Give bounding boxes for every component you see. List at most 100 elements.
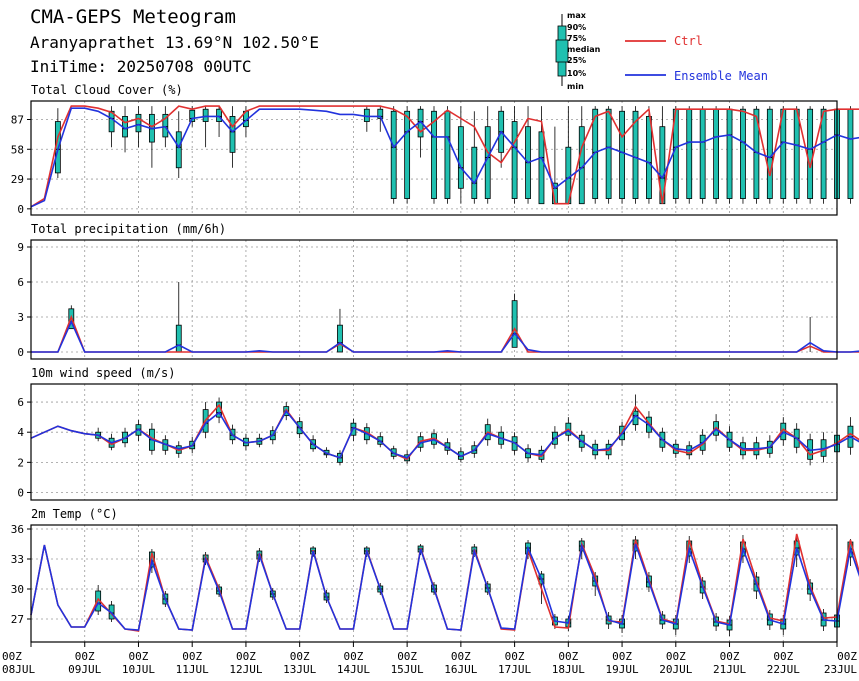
x-date-label: 08JUL <box>2 663 35 676</box>
y-tick-label: 0 <box>17 203 24 216</box>
panel-2: 10m wind speed (m/s) 0 2 4 6 <box>17 366 859 501</box>
panel-frame <box>30 239 838 360</box>
box <box>484 126 491 199</box>
y-tick-label: 36 <box>11 523 24 536</box>
y-tick-label: 9 <box>17 241 24 254</box>
x-hour-label: 00Z <box>129 650 149 663</box>
x-date-label: 12JUL <box>229 663 262 676</box>
x-date-label: 11JUL <box>176 663 209 676</box>
x-hour-label: 00Z <box>236 650 256 663</box>
legend-box-inner <box>555 39 569 63</box>
panel-title: 10m wind speed (m/s) <box>31 366 176 380</box>
box <box>740 108 746 199</box>
box <box>175 324 182 353</box>
box <box>229 116 236 153</box>
box <box>780 108 787 199</box>
panel-title: 2m Temp (°C) <box>31 507 118 521</box>
box <box>337 324 343 353</box>
panel-title: Total precipitation (mm/6h) <box>31 222 226 236</box>
y-tick-label: 4 <box>17 426 24 439</box>
series-mean-line <box>30 543 859 631</box>
box <box>202 108 209 122</box>
x-hour-label: 00Z <box>505 650 525 663</box>
x-hour-label: 00Z <box>837 650 857 663</box>
box <box>457 126 464 189</box>
y-tick-label: 0 <box>17 486 24 499</box>
box <box>431 110 437 199</box>
x-date-label: 13JUL <box>283 663 316 676</box>
series-ctrl-line <box>30 533 859 632</box>
box <box>108 110 115 133</box>
box <box>686 108 693 199</box>
box <box>632 110 639 199</box>
box <box>699 108 706 199</box>
chart-title: CMA-GEPS Meteogram <box>30 6 236 28</box>
legend-ctrl-label: Ctrl <box>674 34 703 48</box>
x-date-label: 19JUL <box>606 663 639 676</box>
box <box>162 113 169 138</box>
x-date-label: 21JUL <box>713 663 746 676</box>
box <box>377 108 384 119</box>
legend-box-label: min <box>567 82 584 91</box>
box <box>511 300 518 348</box>
legend-box-label: 25% <box>567 56 586 65</box>
y-tick-label: 58 <box>11 143 24 156</box>
legend-mean-label: Ensemble Mean <box>674 69 768 83</box>
y-tick-label: 3 <box>17 311 24 324</box>
x-hour-label: 00Z <box>290 650 310 663</box>
box <box>713 108 719 199</box>
x-date-label: 16JUL <box>444 663 477 676</box>
x-date-label: 17JUL <box>498 663 531 676</box>
box <box>726 108 733 199</box>
legend-box-label: 75% <box>567 34 586 43</box>
y-tick-label: 30 <box>11 583 24 596</box>
panel-3: 2m Temp (°C) 27 30 33 36 <box>11 507 859 643</box>
box <box>793 108 800 199</box>
y-tick-label: 0 <box>17 346 24 359</box>
x-date-label: 15JUL <box>391 663 424 676</box>
panel-title: Total Cloud Cover (%) <box>31 83 183 97</box>
station-location: Aranyaprathet 13.69°N 102.50°E <box>30 33 319 52</box>
x-date-label: 22JUL <box>767 663 800 676</box>
x-hour-label: 00Z <box>451 650 471 663</box>
x-hour-label: 00Z <box>343 650 363 663</box>
box <box>471 146 478 199</box>
init-time: IniTime: 20250708 00UTC <box>30 57 252 76</box>
x-date-label: 18JUL <box>552 663 585 676</box>
y-tick-label: 87 <box>11 113 24 126</box>
box <box>646 116 652 199</box>
box <box>175 131 182 169</box>
box <box>189 109 196 122</box>
x-hour-label: 00Z <box>720 650 740 663</box>
panel-frame <box>30 100 838 216</box>
x-hour-label: 00Z <box>558 650 578 663</box>
panel-0: Total Cloud Cover (%) 0 29 58 87 <box>11 83 859 216</box>
x-hour-label: 00Z <box>612 650 632 663</box>
y-tick-label: 2 <box>17 456 24 469</box>
panel-frame <box>30 383 838 501</box>
x-date-label: 10JUL <box>122 663 155 676</box>
y-tick-label: 29 <box>11 173 24 186</box>
box <box>847 108 854 199</box>
box <box>390 110 397 199</box>
x-hour-label: 00Z <box>182 650 202 663</box>
box <box>820 108 827 199</box>
box <box>766 108 773 199</box>
y-tick-label: 6 <box>17 276 24 289</box>
x-date-label: 09JUL <box>68 663 101 676</box>
box <box>404 110 411 199</box>
y-tick-label: 6 <box>17 396 24 409</box>
panel-frame <box>30 524 838 643</box>
series-ctrl-line <box>30 403 859 461</box>
x-date-label: 14JUL <box>337 663 370 676</box>
x-date-label: 20JUL <box>659 663 692 676</box>
panel-1: Total precipitation (mm/6h) 0 3 6 9 <box>17 222 859 360</box>
box <box>807 108 814 199</box>
legend-box-label: 90% <box>567 23 586 32</box>
box <box>605 108 612 199</box>
x-hour-label: 00Z <box>2 650 22 663</box>
box <box>538 131 545 205</box>
box <box>511 121 518 199</box>
series-ctrl-line <box>30 105 859 208</box>
